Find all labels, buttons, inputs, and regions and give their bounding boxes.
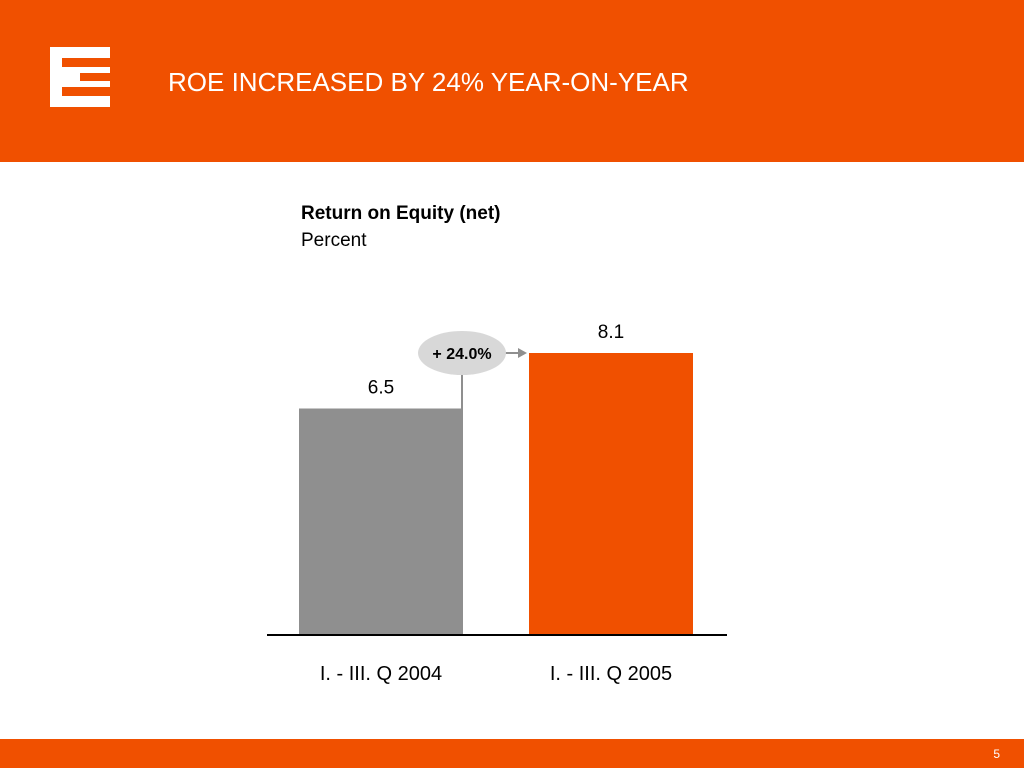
change-label: + 24.0% (432, 346, 491, 363)
bar-chart: 6.5 I. - III. Q 2004 8.1 I. - III. Q 2005 + … (267, 322, 727, 685)
slide-title: ROE INCREASED BY 24% YEAR-ON-YEAR (168, 67, 689, 97)
bar (529, 353, 693, 634)
cez-e-logo-icon (50, 47, 110, 107)
bar-value-label: 8.1 (598, 322, 624, 343)
slide-header: ROE INCREASED BY 24% YEAR-ON-YEAR (0, 0, 1024, 162)
change-arrow-head (518, 348, 527, 358)
change-badge (418, 331, 506, 375)
page-number: 5 (993, 747, 1000, 761)
category-label: I. - III. Q 2004 (320, 663, 442, 685)
chart-subtitle: Percent (301, 230, 367, 251)
category-label: I. - III. Q 2005 (550, 663, 672, 685)
chart-title: Return on Equity (net) (301, 203, 501, 224)
bar (299, 408, 463, 634)
bar-value-label: 6.5 (368, 378, 394, 399)
slide-footer: 5 (0, 739, 1024, 768)
